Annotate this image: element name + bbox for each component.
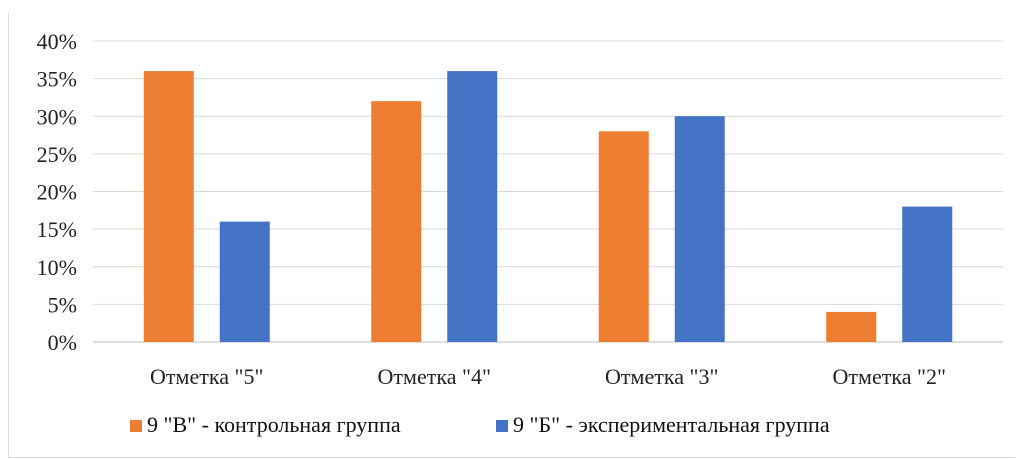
legend-swatch	[130, 420, 142, 432]
bar-control-3	[598, 131, 649, 342]
y-axis-ticks: 0% 5% 10% 15% 20% 25% 30% 35% 40%	[37, 29, 77, 355]
bar-control-4	[826, 311, 877, 342]
x-category-label: Отметка "3"	[605, 364, 718, 389]
y-tick-label: 30%	[37, 104, 77, 129]
x-category-label: Отметка "5"	[150, 364, 263, 389]
y-tick-label: 25%	[37, 142, 77, 167]
y-tick-label: 40%	[37, 29, 77, 54]
legend-swatch	[496, 420, 508, 432]
bar-control-1	[143, 71, 194, 342]
x-category-label: Отметка "4"	[378, 364, 491, 389]
legend: 9 "В" - контрольная группа 9 "Б" - экспер…	[130, 412, 830, 437]
bar-experimental-3	[674, 116, 725, 342]
bar-experimental-4	[902, 206, 953, 342]
y-tick-label: 15%	[37, 217, 77, 242]
legend-label: 9 "В" - контрольная группа	[147, 412, 401, 437]
y-tick-label: 20%	[37, 180, 77, 205]
x-category-label: Отметка "2"	[833, 364, 946, 389]
bars	[143, 71, 953, 342]
x-axis: Отметка "5" Отметка "4" Отметка "3" Отметка…	[150, 364, 946, 389]
y-tick-label: 35%	[37, 67, 77, 92]
bar-control-2	[371, 101, 422, 342]
y-tick-label: 10%	[37, 255, 77, 280]
y-tick-label: 5%	[48, 292, 77, 317]
y-tick-label: 0%	[48, 330, 77, 355]
bar-experimental-1	[219, 221, 270, 342]
bar-experimental-2	[447, 71, 498, 342]
legend-label: 9 "Б" - экспериментальная группа	[513, 412, 830, 437]
